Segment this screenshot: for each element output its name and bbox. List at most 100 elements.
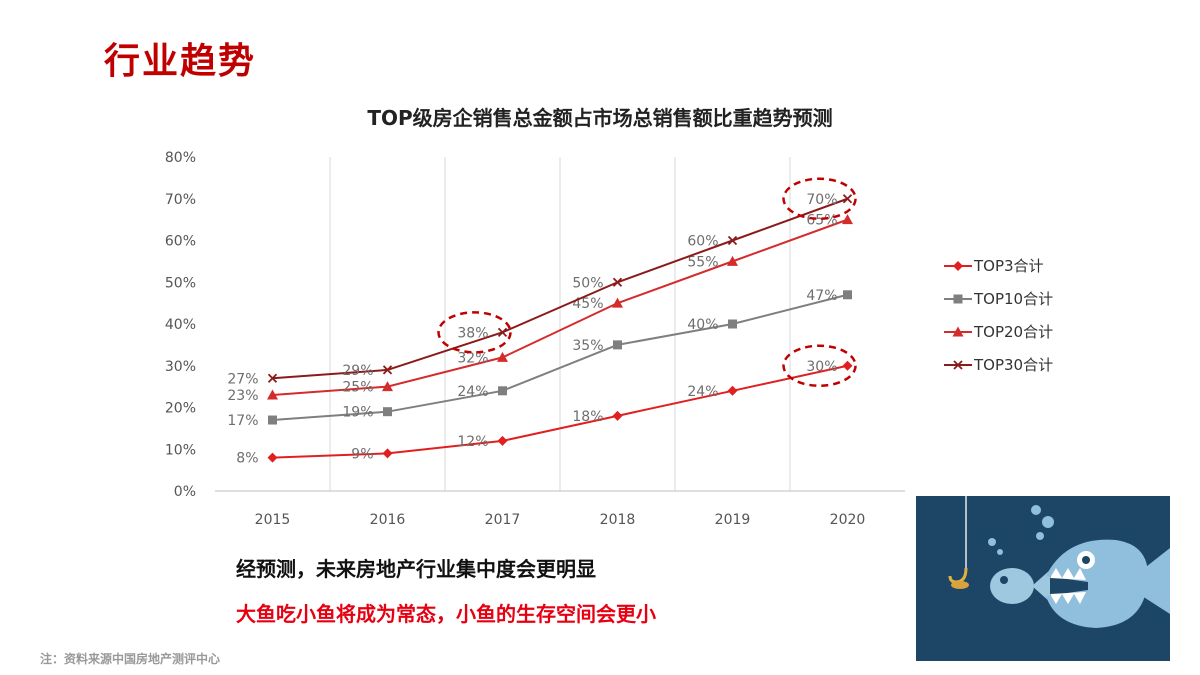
data-point — [267, 373, 278, 383]
x-tick-label: 2019 — [715, 512, 751, 528]
legend-label: TOP20合计 — [973, 323, 1053, 341]
data-point — [842, 194, 853, 204]
data-label: 30% — [806, 359, 837, 375]
legend-item: TOP3合计 — [944, 257, 1044, 275]
data-point — [843, 290, 852, 300]
series-TOP20合计: 23% 25% 32% 45% 55% 65% — [227, 213, 853, 404]
legend-label: TOP10合计 — [973, 290, 1053, 308]
y-tick-label: 30% — [165, 359, 196, 375]
series-line — [272, 197, 848, 380]
data-label: 27% — [227, 371, 258, 387]
chart-title: TOP级房企销售总金额占市场总销售额比重趋势预测 — [367, 106, 833, 130]
data-label: 23% — [227, 388, 258, 404]
data-point — [613, 340, 622, 350]
series-line — [272, 293, 848, 422]
x-axis: 2015 2016 2017 2018 2019 2020 — [215, 490, 905, 528]
data-point — [267, 452, 278, 463]
series-line — [272, 218, 848, 396]
data-point — [612, 410, 623, 421]
data-point — [612, 277, 623, 287]
data-point — [612, 297, 623, 308]
data-label: 32% — [457, 350, 488, 366]
y-axis: 0% 10% 20% 30% 40% 50% 60% 70% 80% — [165, 150, 196, 500]
y-tick-label: 80% — [165, 150, 196, 166]
data-point — [498, 386, 507, 396]
data-point — [268, 415, 277, 425]
highlight-circle — [782, 344, 857, 387]
x-tick-label: 2017 — [485, 512, 521, 528]
legend-label: TOP30合计 — [973, 356, 1053, 374]
legend-item: TOP20合计 — [944, 323, 1053, 341]
fishing-hook-icon — [948, 567, 968, 584]
data-label: 17% — [227, 413, 258, 429]
data-point — [382, 381, 393, 392]
data-point — [497, 435, 508, 446]
data-point — [728, 319, 737, 329]
conclusion-text: 经预测，未来房地产行业集中度会更明显 — [236, 557, 596, 581]
y-tick-label: 60% — [165, 234, 196, 250]
data-label: 24% — [457, 384, 488, 400]
highlight-circle — [782, 177, 857, 220]
y-tick-label: 50% — [165, 275, 196, 291]
series-TOP3合计: 8% 9% 12% 18% 24% 30% — [236, 359, 853, 467]
x-tick-label: 2015 — [255, 512, 291, 528]
data-label: 24% — [687, 384, 718, 400]
y-tick-label: 10% — [165, 442, 196, 458]
x-tick-label: 2020 — [830, 512, 866, 528]
data-label: 47% — [806, 288, 837, 304]
data-label: 70% — [806, 192, 837, 208]
highlight-circle — [437, 311, 512, 354]
legend-item: TOP10合计 — [944, 290, 1053, 308]
legend-marker — [953, 294, 963, 304]
line-chart: 0%10%20%30%40%50%60%70%80% 2015 2016 2017 2… — [165, 150, 1053, 528]
series-group: 8% 9% 12% 18% 24% 30% 17% 19% 24% 35% 40% 47% 23% 25%… — [227, 192, 853, 467]
legend-marker — [953, 360, 963, 370]
x-tick-label: 2016 — [370, 512, 406, 528]
data-point — [382, 448, 393, 459]
legend-marker — [953, 261, 963, 271]
data-point — [497, 351, 508, 362]
legend-marker — [952, 326, 964, 337]
data-label: 38% — [457, 325, 488, 341]
x-tick-label: 2018 — [600, 512, 636, 528]
legend: TOP3合计 TOP10合计 TOP20合计 TOP30合计 — [944, 257, 1053, 374]
data-point — [382, 365, 393, 375]
data-label: 45% — [572, 296, 603, 312]
conclusion-emphasis-text: 大鱼吃小鱼将成为常态，小鱼的生存空间会更小 — [236, 602, 656, 626]
data-label: 40% — [687, 317, 718, 333]
highlight-group — [437, 177, 857, 387]
data-label: 60% — [687, 234, 718, 250]
y-tick-label: 70% — [165, 192, 196, 208]
data-point — [383, 407, 392, 417]
data-point — [842, 214, 853, 225]
data-label: 65% — [806, 213, 837, 229]
data-label: 8% — [236, 451, 258, 467]
data-label: 12% — [457, 434, 488, 450]
legend-item: TOP30合计 — [944, 356, 1053, 374]
big-fish-eats-small-fish-illustration — [916, 496, 1170, 661]
data-label: 25% — [342, 380, 373, 396]
bait-worm-icon — [951, 581, 969, 589]
data-point — [842, 360, 853, 371]
data-label: 29% — [342, 363, 373, 379]
data-label: 55% — [687, 254, 718, 270]
data-label: 9% — [351, 446, 373, 462]
data-point — [727, 235, 738, 246]
data-point — [267, 389, 278, 400]
big-fish-icon — [1046, 539, 1170, 628]
page-title: 行业趋势 — [104, 41, 257, 82]
y-tick-label: 40% — [165, 317, 196, 333]
y-tick-label: 20% — [165, 401, 196, 417]
series-TOP30合计: 27% 29% 38% 50% 60% 70% — [227, 192, 853, 387]
bubbles-icon — [988, 505, 1054, 555]
data-point — [497, 327, 508, 337]
legend-label: TOP3合计 — [973, 257, 1044, 275]
data-point — [727, 255, 738, 266]
small-fish-icon — [990, 568, 1050, 604]
data-label: 35% — [572, 338, 603, 354]
series-line — [272, 364, 848, 459]
y-tick-label: 0% — [174, 484, 196, 500]
data-point — [727, 385, 738, 396]
data-label: 19% — [342, 405, 373, 421]
data-label: 50% — [572, 275, 603, 291]
